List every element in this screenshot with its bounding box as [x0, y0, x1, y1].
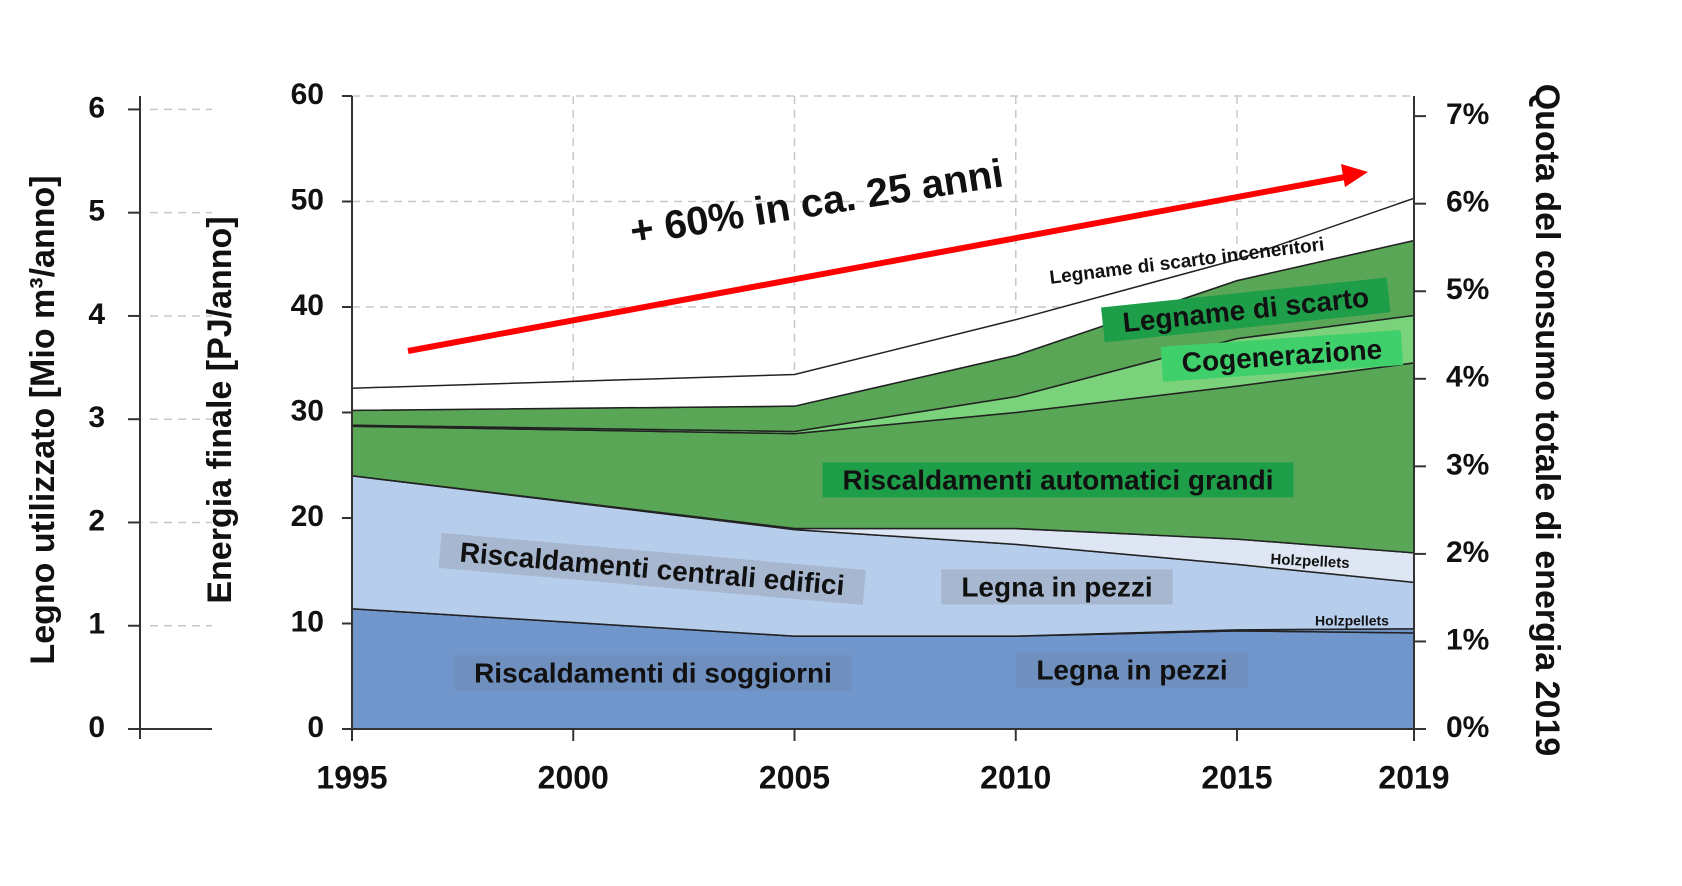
label-bg: [941, 569, 1173, 605]
y-tick-label: 50: [291, 183, 324, 216]
x-tick-label: 2000: [538, 759, 609, 795]
x-tick-label: 1995: [316, 759, 387, 795]
trend-arrow: [407, 174, 1346, 354]
y3-axis-title: Legno utilizzato [Mio m³/anno]: [24, 175, 62, 664]
x-tick-label: 2010: [980, 759, 1051, 795]
y3-tick-label: 1: [88, 608, 105, 641]
y-axis-title: Energia finale [PJ/anno]: [201, 216, 239, 603]
area-label: Holzpellets: [1315, 613, 1389, 629]
y2-tick-label: 0%: [1446, 711, 1489, 744]
x-tick-label: 2005: [759, 759, 830, 795]
area-label-text: Riscaldamenti di soggiorni: [474, 657, 832, 688]
area-label: Riscaldamenti automatici grandi: [822, 462, 1294, 498]
area-label-text: Riscaldamenti automatici grandi: [843, 464, 1274, 495]
area-label: Legna in pezzi: [1016, 652, 1248, 688]
y2-tick-label: 6%: [1446, 186, 1489, 219]
y3-tick-label: 4: [88, 298, 105, 331]
y3-tick-label: 2: [88, 504, 105, 537]
y2-tick-label: 1%: [1446, 623, 1489, 656]
label-bg: [822, 462, 1294, 498]
area-label: Riscaldamenti di soggiorni: [454, 655, 852, 691]
y3-tick-label: 5: [88, 195, 105, 228]
x-tick-label: 2019: [1378, 759, 1449, 795]
y2-tick-label: 5%: [1446, 273, 1489, 306]
areas: [351, 197, 1415, 730]
area-label-text: Holzpellets: [1315, 613, 1389, 629]
arrow-head: [1341, 164, 1368, 187]
y2-tick-label: 4%: [1446, 361, 1489, 394]
label-bg: [1101, 277, 1391, 343]
label-bg: [454, 655, 852, 691]
area-label-text: Legna in pezzi: [961, 571, 1152, 602]
area-label: Legna in pezzi: [941, 569, 1173, 605]
trend-label: + 60% in ca. 25 anni: [627, 151, 1006, 253]
area-label-text: Holzpellets: [1270, 551, 1350, 572]
y-tick-label: 30: [291, 394, 324, 427]
label-bg: [1016, 652, 1248, 688]
y2-tick-label: 2%: [1446, 536, 1489, 569]
y-tick-label: 20: [291, 500, 324, 533]
y2-axis-title: Quota del consumo totale di energia 2019: [1528, 84, 1566, 757]
y-tick-label: 0: [307, 711, 324, 744]
y3-tick-label: 0: [88, 711, 105, 744]
y-tick-label: 40: [291, 289, 324, 322]
area-label: Holzpellets: [1270, 551, 1350, 572]
y2-tick-label: 3%: [1446, 448, 1489, 481]
area-label-text: Legna in pezzi: [1036, 654, 1227, 685]
label-bg: [438, 532, 866, 605]
x-tick-label: 2015: [1201, 759, 1272, 795]
label-bg: [1160, 330, 1404, 382]
y-tick-label: 10: [291, 605, 324, 638]
y-tick-label: 60: [291, 78, 324, 111]
y2-tick-label: 7%: [1446, 98, 1489, 131]
y3-tick-label: 6: [88, 91, 105, 124]
y3-tick-label: 3: [88, 401, 105, 434]
